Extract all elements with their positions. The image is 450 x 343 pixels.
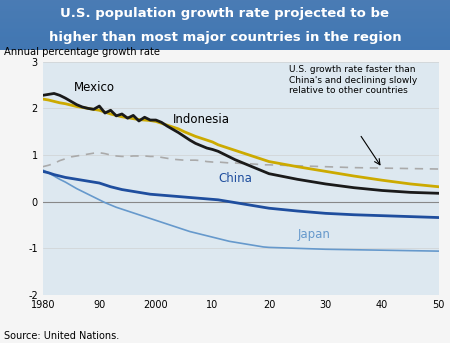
Text: Source: United Nations.: Source: United Nations.: [4, 331, 120, 341]
Text: U.S. growth rate faster than
China's and declining slowly
relative to other coun: U.S. growth rate faster than China's and…: [289, 66, 417, 95]
Text: Annual percentage growth rate: Annual percentage growth rate: [4, 47, 161, 57]
Text: Indonesia: Indonesia: [173, 113, 230, 126]
Text: U.S. population growth rate projected to be: U.S. population growth rate projected to…: [60, 8, 390, 21]
Text: China: China: [218, 172, 252, 185]
Text: higher than most major countries in the region: higher than most major countries in the …: [49, 31, 401, 44]
Text: Mexico: Mexico: [74, 81, 115, 94]
Text: Japan: Japan: [297, 228, 330, 241]
